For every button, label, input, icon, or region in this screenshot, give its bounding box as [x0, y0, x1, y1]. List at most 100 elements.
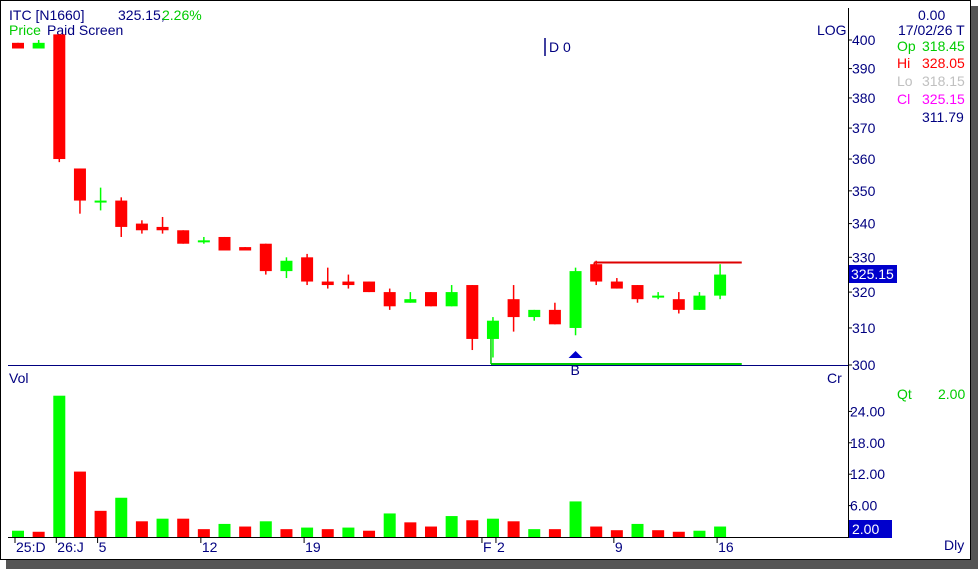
candle: [445, 285, 458, 307]
window-shadow-right: [971, 6, 978, 569]
candlestick-series: [12, 34, 727, 358]
price-tick-label: 320: [852, 284, 876, 300]
volume-bar: [548, 529, 561, 537]
info-low-value: 318.15: [922, 73, 965, 89]
price-tick-label: 360: [852, 151, 876, 167]
candle: [115, 197, 128, 237]
buy-signal-arrow: [568, 351, 583, 358]
volume-label: Vol: [9, 370, 28, 386]
candle-body: [301, 257, 314, 282]
volume-axis: 24.00 18.00 12.00 6.00: [848, 403, 885, 514]
candle-body: [94, 200, 107, 203]
candle-body: [672, 299, 685, 310]
volume-bar: [73, 471, 86, 537]
volume-bar: [94, 510, 107, 537]
candle: [466, 285, 479, 351]
volume-bar: [32, 531, 45, 537]
time-tick-label: 2: [497, 539, 505, 555]
info-high-value: 328.05: [922, 55, 965, 71]
candle: [259, 243, 272, 275]
volume-bar: [12, 530, 24, 537]
time-tick-label: 26:J: [57, 539, 83, 555]
quantity-label: Qt: [897, 386, 912, 402]
candle: [652, 292, 665, 300]
volume-bar: [218, 523, 231, 537]
period-label[interactable]: Dly: [944, 537, 964, 553]
candle: [12, 42, 24, 49]
candle-body: [404, 299, 417, 303]
draw-marker-text: D 0: [549, 39, 571, 55]
volume-tick-label: 24.00: [850, 403, 885, 419]
window-shadow-bottom: [6, 560, 978, 569]
candle: [197, 236, 210, 244]
candle-body: [156, 226, 169, 231]
candle-body: [652, 295, 665, 298]
volume-bar: [610, 530, 623, 537]
candle-body: [32, 42, 45, 49]
candle-body: [383, 292, 396, 307]
header-change: 2.26%: [162, 7, 202, 23]
time-tick-label: 5: [99, 539, 107, 555]
info-low-label: Lo: [897, 73, 913, 89]
candle-body: [631, 285, 644, 300]
volume-bar: [156, 518, 169, 537]
candle: [32, 40, 45, 49]
candle-body: [12, 42, 24, 49]
candle-body: [363, 281, 376, 293]
volume-bar: [321, 529, 334, 537]
candle: [135, 220, 148, 234]
volume-tag-text: 2.00: [852, 521, 879, 537]
log-scale-label[interactable]: LOG: [817, 22, 847, 38]
candle: [693, 292, 706, 310]
volume-bar: [693, 530, 706, 537]
candle: [53, 34, 66, 163]
header-price: 325.15,: [118, 7, 165, 23]
candle: [672, 292, 685, 314]
volume-bar: [590, 526, 603, 537]
volume-bar: [569, 501, 582, 537]
current-price-tag-text: 325.15: [851, 266, 894, 282]
price-tick-label: 310: [852, 320, 876, 336]
info-open-value: 318.45: [922, 38, 965, 54]
candle-body: [259, 243, 272, 272]
paid-screen-label: Paid Screen: [47, 22, 123, 38]
buy-signal-label: B: [571, 362, 580, 378]
time-tick-label: 12: [202, 539, 218, 555]
info-open-label: Op: [897, 38, 916, 54]
info-date: 17/02/26 T: [898, 22, 965, 38]
candle: [528, 309, 541, 321]
price-tick-label: 400: [852, 32, 876, 48]
candle: [218, 236, 231, 251]
candle-body: [445, 292, 458, 307]
price-label: Price: [9, 22, 41, 38]
candle: [301, 253, 314, 286]
candle-body: [115, 200, 128, 227]
volume-tick-label: 12.00: [850, 466, 885, 482]
candle: [342, 274, 355, 289]
info-close-label: Cl: [897, 91, 910, 107]
price-tick-label: 350: [852, 183, 876, 199]
volume-bar: [445, 516, 458, 537]
volume-bar: [652, 530, 665, 537]
candle: [280, 257, 293, 279]
candle: [383, 288, 396, 310]
candle: [363, 281, 376, 293]
candle: [610, 278, 623, 289]
candle-body: [342, 281, 355, 286]
price-tick-label: 300: [852, 357, 876, 373]
candle: [590, 260, 603, 286]
info-close-value: 325.15: [922, 91, 965, 107]
volume-bar: [301, 527, 314, 537]
time-axis: 25:D 26:J 5 12 19 F 2 9 16: [14, 538, 734, 555]
volume-bar: [714, 526, 727, 537]
volume-bar: [363, 530, 376, 537]
volume-bar: [383, 513, 396, 537]
volume-bar: [259, 521, 272, 537]
candle: [631, 285, 644, 303]
volume-bar: [177, 518, 190, 537]
candle: [486, 317, 499, 358]
price-tick-label: 330: [852, 249, 876, 265]
candle-body: [486, 320, 499, 339]
volume-bar: [425, 526, 437, 537]
